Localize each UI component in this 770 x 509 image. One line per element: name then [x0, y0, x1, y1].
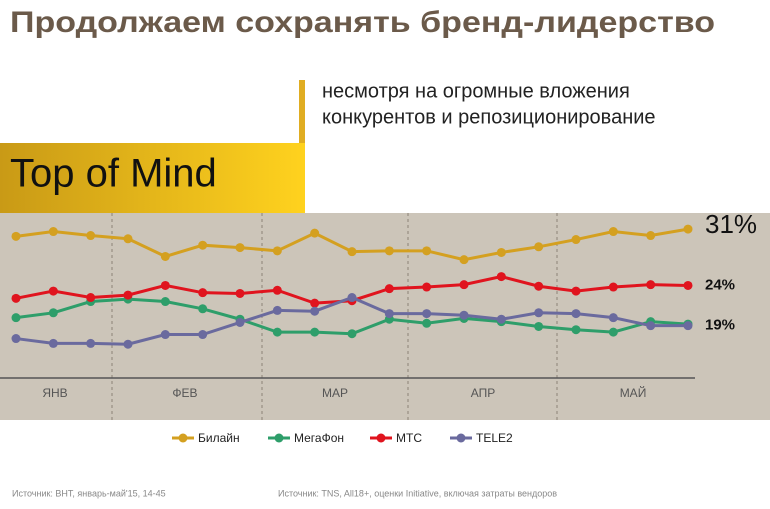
legend-marker [376, 433, 386, 443]
point [646, 321, 656, 331]
point [198, 304, 208, 314]
point [86, 338, 96, 348]
point [48, 286, 58, 296]
point [683, 224, 693, 234]
point [235, 243, 245, 253]
point [534, 242, 544, 252]
value-label: 19% [705, 317, 735, 334]
point [198, 330, 208, 340]
title: Продолжаем сохранять бренд-лидерство [10, 6, 715, 39]
point [272, 305, 282, 315]
point [11, 293, 21, 303]
point [534, 281, 544, 291]
plot-background [0, 213, 770, 420]
point [48, 308, 58, 318]
point [422, 309, 432, 319]
legend-label: МегаФон [294, 431, 344, 445]
point [160, 297, 170, 307]
x-band-label: МАР [322, 386, 348, 400]
x-band-label: ЯНВ [42, 386, 67, 400]
source: Источник: ВНТ, январь-май'15, 14-45 [12, 488, 166, 498]
point [571, 309, 581, 319]
point [310, 228, 320, 238]
point [347, 329, 357, 339]
point [123, 234, 133, 244]
point [11, 313, 21, 323]
legend-marker [456, 433, 466, 443]
point [571, 235, 581, 245]
point [198, 240, 208, 250]
legend-marker [178, 433, 188, 443]
point [496, 272, 506, 282]
legend-marker [274, 433, 284, 443]
accent-bar [299, 80, 305, 148]
point [310, 306, 320, 316]
x-band-label: ФЕВ [172, 386, 197, 400]
point [422, 282, 432, 292]
point [608, 227, 618, 237]
point [459, 255, 469, 265]
point [459, 280, 469, 290]
x-band-label: МАЙ [620, 385, 647, 400]
point [459, 310, 469, 320]
point [422, 318, 432, 328]
point [310, 327, 320, 337]
point [384, 284, 394, 294]
point [571, 325, 581, 335]
legend-label: Билайн [198, 431, 240, 445]
point [534, 308, 544, 318]
point [608, 282, 618, 292]
value-label: 24% [705, 276, 735, 293]
point [160, 251, 170, 261]
point [272, 285, 282, 295]
point [683, 321, 693, 331]
point [496, 314, 506, 324]
point [198, 288, 208, 298]
point [384, 246, 394, 256]
point [646, 280, 656, 290]
point [608, 313, 618, 323]
point [11, 334, 21, 344]
point [48, 227, 58, 237]
point [272, 246, 282, 256]
point [683, 280, 693, 290]
x-band-label: АПР [471, 386, 496, 400]
point [160, 280, 170, 290]
point [160, 330, 170, 340]
point [646, 231, 656, 241]
point [235, 288, 245, 298]
point [534, 321, 544, 331]
value-label: 31% [705, 209, 757, 239]
point [571, 286, 581, 296]
point [496, 247, 506, 257]
badge-box [0, 143, 305, 213]
legend-label: МТС [396, 431, 422, 445]
point [123, 290, 133, 300]
point [11, 231, 21, 241]
point [86, 231, 96, 241]
point [347, 247, 357, 257]
point [48, 338, 58, 348]
source: Источник: TNS, All18+, оценки Initiative… [278, 488, 557, 498]
badge: Top of Mind [10, 152, 217, 196]
subtitle: несмотря на огромные вложения [322, 80, 630, 102]
point [235, 317, 245, 327]
legend-label: TELE2 [476, 431, 513, 445]
point [123, 339, 133, 349]
subtitle: конкурентов и репозиционирование [322, 106, 656, 128]
point [608, 327, 618, 337]
point [272, 327, 282, 337]
point [310, 298, 320, 308]
point [384, 309, 394, 319]
point [86, 293, 96, 303]
point [422, 246, 432, 256]
point [347, 293, 357, 303]
